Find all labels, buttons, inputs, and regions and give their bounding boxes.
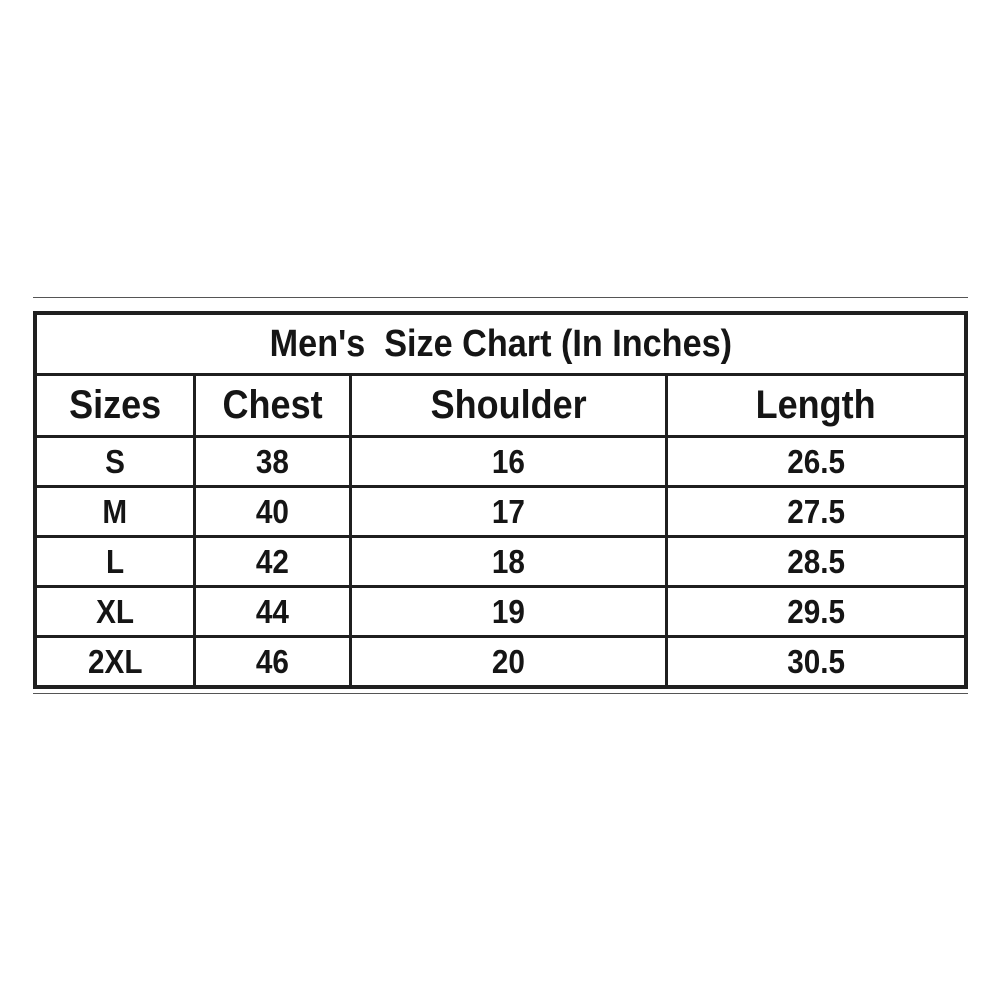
cell-shoulder-text: 20 [491,642,525,680]
header-chest-text: Chest [222,383,323,427]
table-row-m: M 40 17 27.5 [33,485,968,538]
cell-size-text: XL [95,592,134,630]
cell-length: 29.5 [664,585,968,638]
cell-chest-text: 38 [255,442,289,480]
cell-shoulder-text: 18 [491,542,525,580]
table-row-s: S 38 16 26.5 [33,435,968,488]
cell-chest: 44 [192,585,353,638]
cell-length: 27.5 [664,485,968,538]
cell-chest: 46 [192,635,353,689]
cell-shoulder-text: 19 [491,592,525,630]
cell-shoulder: 16 [349,435,668,488]
cell-length-text: 27.5 [786,492,845,530]
cell-length: 26.5 [664,435,968,488]
cell-size: S [33,435,196,488]
cell-shoulder: 18 [349,535,668,588]
cell-shoulder-text: 17 [491,492,525,530]
table-row-xl: XL 44 19 29.5 [33,585,968,638]
cell-size-text: S [104,442,125,480]
cell-length-text: 26.5 [786,442,845,480]
cell-length-text: 30.5 [786,642,845,680]
cell-size: 2XL [33,635,196,689]
cell-shoulder: 19 [349,585,668,638]
cell-shoulder-text: 16 [491,442,525,480]
title-row: Men's Size Chart (In Inches) [33,311,968,376]
header-row: Sizes Chest Shoulder Length [33,373,968,438]
cell-size-text: M [102,492,128,530]
table-title: Men's Size Chart (In Inches) [33,311,968,376]
cell-chest: 40 [192,485,353,538]
cell-chest-text: 40 [255,492,289,530]
table-row-l: L 42 18 28.5 [33,535,968,588]
header-length: Length [664,373,968,438]
header-length-text: Length [755,383,876,427]
header-chest: Chest [192,373,353,438]
top-hairline [33,297,968,298]
table-title-text: Men's Size Chart (In Inches) [269,322,732,365]
cell-chest-text: 44 [255,592,289,630]
header-shoulder: Shoulder [349,373,668,438]
cell-size-text: L [105,542,124,580]
header-sizes: Sizes [33,373,196,438]
cell-length: 30.5 [664,635,968,689]
cell-size: XL [33,585,196,638]
table-row-2xl: 2XL 46 20 30.5 [33,635,968,689]
cell-shoulder: 17 [349,485,668,538]
cell-chest-text: 42 [255,542,289,580]
cell-length-text: 29.5 [786,592,845,630]
size-chart-table: Men's Size Chart (In Inches) Sizes Chest… [33,311,968,689]
cell-length: 28.5 [664,535,968,588]
cell-chest: 38 [192,435,353,488]
header-shoulder-text: Shoulder [430,383,587,427]
cell-shoulder: 20 [349,635,668,689]
header-sizes-text: Sizes [68,383,161,427]
bottom-hairline [33,693,968,694]
cell-chest-text: 46 [255,642,289,680]
cell-chest: 42 [192,535,353,588]
cell-length-text: 28.5 [786,542,845,580]
cell-size: L [33,535,196,588]
cell-size-text: 2XL [87,642,143,680]
cell-size: M [33,485,196,538]
